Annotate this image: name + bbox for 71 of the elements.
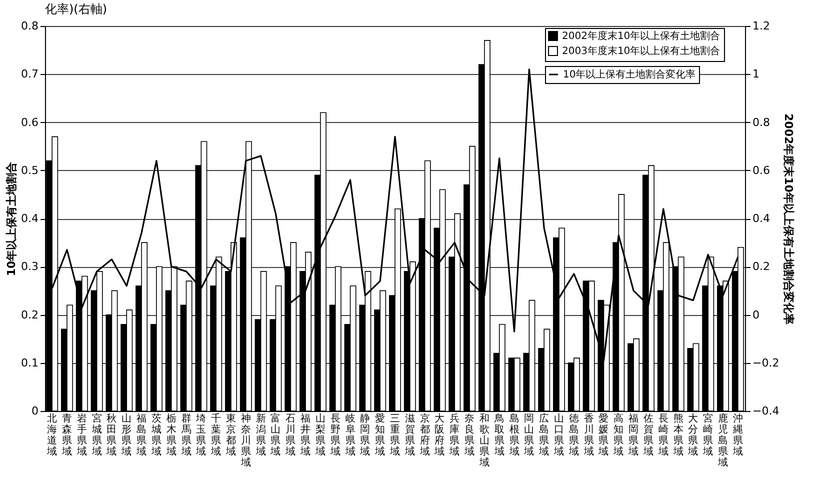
- y2-tick-label: 0.6: [752, 164, 770, 177]
- y-axis-title: 10年以上保有土地割合: [5, 160, 18, 276]
- y2-tick-label: 0.2: [752, 260, 770, 274]
- x-tick-label: 高知県域: [612, 412, 624, 458]
- y2-axis-title: 2002年度末10年以上保有土地割合変化率: [782, 114, 796, 324]
- x-tick-label: 千葉県域: [210, 412, 222, 458]
- y-tick-label: 0.5: [21, 164, 38, 177]
- x-tick-label: 栃木県域: [165, 412, 176, 458]
- legend-label: 10年以上保有土地割合変化率: [563, 68, 696, 80]
- y-tick-label: 0.6: [21, 116, 38, 129]
- y-tick-label: 0.3: [21, 260, 38, 274]
- legend-label: 2003年度末10年以上保有土地割合: [562, 45, 720, 57]
- x-tick-label: 鳥取県域: [493, 412, 504, 458]
- y-tick-label: 0.8: [21, 20, 38, 32]
- y2-tick-label: −0.4: [752, 404, 780, 418]
- x-tick-label: 埼玉県域: [195, 412, 206, 458]
- y2-tick-label: −0.2: [752, 356, 780, 370]
- x-tick-label: 青森県域: [60, 412, 72, 458]
- x-tick-label: 鹿児島県域: [717, 412, 728, 468]
- x-tick-label: 岐阜県域: [344, 412, 356, 458]
- y-tick-label: 0.4: [21, 212, 38, 225]
- x-tick-label: 静岡県域: [359, 412, 370, 458]
- x-tick-label: 愛知県域: [374, 412, 386, 458]
- y-tick-label: 0.1: [21, 356, 38, 370]
- x-tick-label: 福井県域: [300, 412, 311, 458]
- x-tick-label: 愛媛県域: [598, 412, 609, 458]
- y2-tick-label: 0.4: [752, 212, 770, 225]
- x-tick-label: 沖縄県域: [732, 412, 743, 458]
- y-tick-label: 0.7: [21, 68, 38, 81]
- x-tick-label: 大阪府域: [434, 412, 445, 458]
- y-tick-label: 0.2: [21, 308, 38, 322]
- x-tick-label: 福岡県域: [628, 412, 639, 458]
- x-tick-label: 三重県域: [389, 414, 400, 458]
- x-tick-label: 滋賀県域: [404, 412, 415, 458]
- x-tick-label: 熊本県域: [672, 412, 684, 458]
- chart-title: 化率)(右軸): [45, 2, 108, 16]
- y2-tick-label: 0.8: [752, 116, 770, 129]
- x-tick-label: 新潟県域: [254, 412, 266, 458]
- x-tick-label: 石川県域: [284, 414, 296, 458]
- legend-label: 2002年度末10年以上保有土地割合: [562, 30, 720, 42]
- x-tick-label: 兵庫県域: [448, 412, 460, 458]
- x-tick-label: 神奈川県域: [240, 412, 251, 468]
- x-tick-label: 長野県域: [329, 414, 340, 458]
- x-tick-label: 長崎県域: [657, 414, 668, 458]
- x-tick-label: 宮城県域: [90, 412, 102, 458]
- x-tick-label: 東京都域: [224, 412, 236, 458]
- x-tick-label: 福島県域: [136, 412, 147, 458]
- x-tick-label: 京都府域: [418, 412, 430, 458]
- x-tick-label: 岩手県域: [76, 412, 87, 458]
- x-tick-label: 広島県域: [538, 412, 550, 458]
- x-tick-label: 宮崎県域: [702, 412, 714, 458]
- x-tick-label: 秋田県域: [106, 412, 117, 458]
- x-tick-label: 山口県域: [553, 412, 564, 458]
- x-tick-label: 大分県域: [687, 412, 698, 458]
- x-tick-label: 佐賀県域: [642, 414, 654, 458]
- x-tick-label: 島根県域: [508, 412, 520, 458]
- x-tick-label: 富山県域: [270, 412, 281, 458]
- y2-tick-label: 1.2: [752, 20, 770, 32]
- x-tick-label: 山梨県域: [314, 412, 326, 458]
- x-tick-label: 北海道域: [46, 412, 58, 458]
- x-tick-label: 群馬県域: [180, 412, 192, 458]
- x-tick-label: 山形県域: [120, 412, 132, 458]
- x-tick-label: 和歌山県域: [478, 412, 490, 468]
- x-tick-label: 徳島県域: [568, 414, 579, 458]
- x-tick-label: 香川県域: [582, 412, 594, 458]
- y2-tick-label: 1: [752, 68, 760, 81]
- x-tick-label: 岡山県域: [523, 414, 534, 458]
- y2-tick-label: 0: [752, 308, 760, 322]
- x-tick-label: 茨城県域: [150, 412, 162, 458]
- y-tick-label: 0: [32, 404, 38, 418]
- x-tick-label: 奈良県域: [464, 414, 475, 458]
